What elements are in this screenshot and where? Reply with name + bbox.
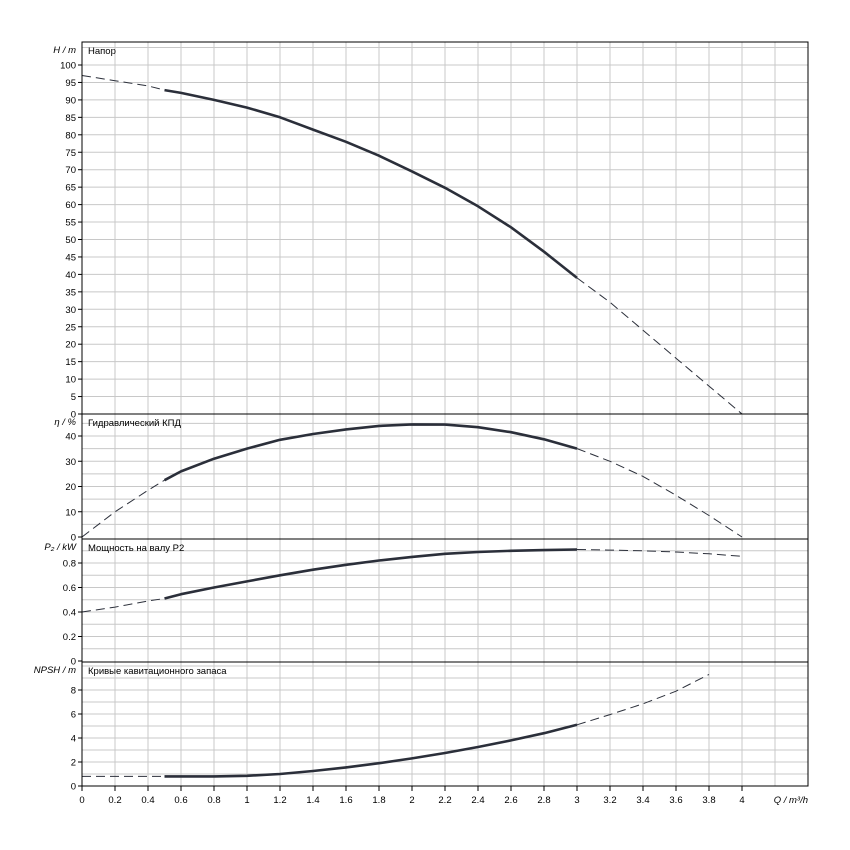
x-axis-label: Q / m³/h: [774, 795, 808, 806]
efficiency-curve-dashed-start: [81, 479, 165, 538]
head-y-tick-label: 35: [65, 287, 76, 298]
power-y-axis-label: P₂ / kW: [44, 542, 77, 553]
head-y-tick-label: 55: [65, 218, 76, 229]
head-y-tick-label: 85: [65, 113, 76, 124]
efficiency-y-tick-label: 30: [65, 457, 76, 468]
npsh-y-tick-label: 8: [71, 686, 76, 697]
x-tick-label: 4: [739, 795, 744, 806]
head-y-tick-label: 0: [71, 410, 76, 421]
head-y-tick-label: 5: [71, 392, 76, 403]
head-curve-dashed-start: [81, 75, 165, 91]
x-tick-label: 3: [574, 795, 579, 806]
head-y-tick-label: 80: [65, 130, 76, 141]
head-y-tick-label: 75: [65, 148, 76, 159]
x-tick-label: 1.8: [372, 795, 385, 806]
head-y-tick-label: 20: [65, 340, 76, 351]
head-curve-solid: [164, 88, 578, 279]
x-tick-label: 1: [244, 795, 249, 806]
efficiency-y-tick-label: 20: [65, 482, 76, 493]
npsh-y-tick-label: 4: [71, 734, 76, 745]
efficiency-curve-solid: [163, 423, 578, 482]
curve-layer: [81, 75, 743, 778]
x-tick-label: 0.6: [174, 795, 187, 806]
head-y-tick-label: 95: [65, 78, 76, 89]
head-y-tick-label: 10: [65, 375, 76, 386]
efficiency-panel-title: Гидравлический КПД: [88, 418, 181, 429]
head-y-axis-label: H / m: [53, 45, 76, 56]
x-tick-label: 2: [409, 795, 414, 806]
x-tick-label: 1.6: [339, 795, 352, 806]
efficiency-curve-dashed-end: [576, 448, 743, 538]
x-tick-label: 2.8: [537, 795, 550, 806]
frame-layer: [78, 41, 809, 791]
x-tick-label: 2.2: [438, 795, 451, 806]
efficiency-y-tick-label: 10: [65, 507, 76, 518]
head-panel-title: Напор: [88, 46, 116, 57]
npsh-curve-dashed-end: [576, 673, 710, 726]
x-tick-label: 0: [79, 795, 84, 806]
x-tick-label: 3.6: [669, 795, 682, 806]
x-tick-label: 3.8: [702, 795, 715, 806]
head-y-tick-label: 100: [60, 61, 76, 72]
head-curve-dashed-end: [576, 277, 743, 415]
x-tick-label: 2.6: [504, 795, 517, 806]
power-y-tick-label: 0: [71, 657, 76, 668]
npsh-y-tick-label: 2: [71, 758, 76, 769]
x-tick-label: 3.4: [636, 795, 649, 806]
x-tick-label: 2.4: [471, 795, 484, 806]
x-tick-label: 3.2: [603, 795, 616, 806]
power-y-tick-label: 0.2: [63, 632, 76, 643]
power-panel-title: Мощность на валу P2: [88, 543, 184, 554]
head-y-tick-label: 30: [65, 305, 76, 316]
npsh-curve-solid: [164, 723, 578, 778]
text-layer: 0510152025303540455055606570758085909510…: [34, 45, 808, 806]
power-curve-solid: [164, 548, 578, 600]
power-curve-dashed-start: [81, 598, 165, 613]
x-tick-label: 0.2: [108, 795, 121, 806]
efficiency-y-tick-label: 0: [71, 533, 76, 544]
head-y-tick-label: 15: [65, 357, 76, 368]
npsh-panel-title: Кривые кавитационного запаса: [88, 666, 227, 677]
power-y-tick-label: 0.4: [63, 608, 76, 619]
power-y-tick-label: 0.8: [63, 559, 76, 570]
head-y-tick-label: 65: [65, 183, 76, 194]
x-tick-label: 1.4: [306, 795, 319, 806]
x-tick-label: 0.8: [207, 795, 220, 806]
head-y-tick-label: 40: [65, 270, 76, 281]
efficiency-y-tick-label: 40: [65, 432, 76, 443]
head-y-tick-label: 70: [65, 165, 76, 176]
npsh-y-tick-label: 0: [71, 782, 76, 793]
efficiency-y-axis-label: η / %: [54, 417, 76, 428]
x-tick-label: 0.4: [141, 795, 154, 806]
npsh-y-tick-label: 6: [71, 710, 76, 721]
power-y-tick-label: 0.6: [63, 583, 76, 594]
npsh-y-axis-label: NPSH / m: [34, 665, 76, 676]
head-y-tick-label: 60: [65, 200, 76, 211]
head-y-tick-label: 50: [65, 235, 76, 246]
head-y-tick-label: 45: [65, 252, 76, 263]
x-tick-label: 1.2: [273, 795, 286, 806]
head-y-tick-label: 25: [65, 322, 76, 333]
head-y-tick-label: 90: [65, 95, 76, 106]
